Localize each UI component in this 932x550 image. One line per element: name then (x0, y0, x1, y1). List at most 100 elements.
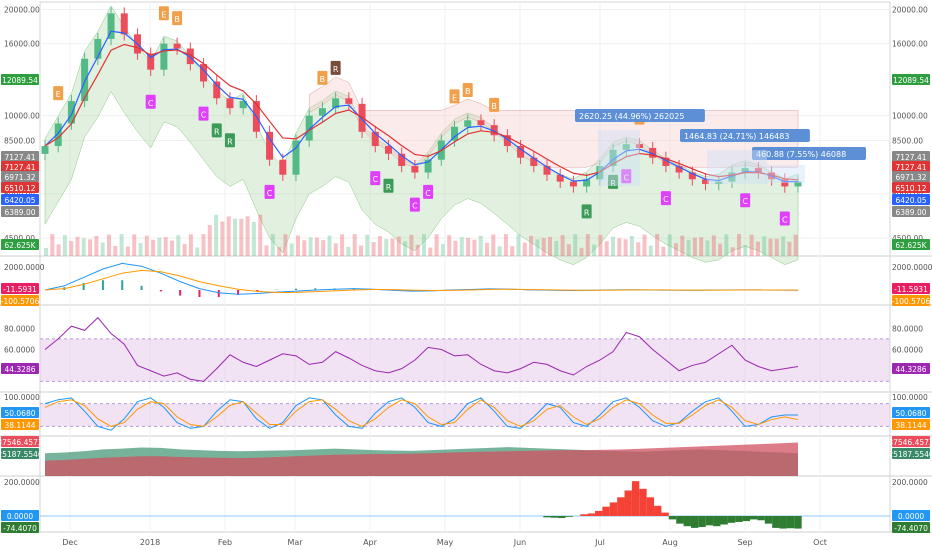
candle (81, 58, 89, 102)
macd-tick-right: 2000.0000 (892, 263, 932, 272)
volume-bar (302, 240, 307, 256)
candle (279, 159, 287, 175)
volume-bar (510, 246, 515, 256)
signal-marker-letter: R (584, 208, 590, 217)
volume-bar (497, 246, 502, 256)
price-label-right: 7127.41 (895, 153, 926, 162)
volume-bar (667, 234, 672, 256)
volume-bar (604, 241, 609, 256)
measure-annotation: 2620.25 (44.96%) 262025 (579, 112, 684, 121)
price-label-left-bg (1, 194, 39, 205)
candle (794, 181, 802, 187)
macd-label-left-bg (1, 283, 39, 294)
osc-bar (705, 516, 714, 526)
volume-bar (176, 235, 181, 256)
volume-bar (403, 241, 408, 256)
volume-bar (138, 242, 143, 256)
volume-bar (730, 247, 735, 256)
volume-bar (390, 238, 395, 256)
signal-marker (608, 174, 619, 189)
price-label-right: 6510.12 (895, 184, 926, 193)
osc-bar (735, 516, 743, 522)
osc-tick-left: 200.0000 (4, 478, 40, 487)
stoch-label-right-bg (892, 407, 930, 418)
osc-bar (617, 497, 625, 516)
osc-bar (661, 512, 669, 516)
volume-bar (560, 235, 565, 256)
signal-marker-letter: C (267, 189, 273, 198)
stoch-k-line (44, 397, 798, 431)
signal-marker (489, 97, 500, 112)
volume-bar (699, 237, 704, 256)
signal-marker-letter: B (491, 102, 497, 111)
candle (305, 115, 313, 141)
candle (384, 146, 392, 154)
candle (266, 131, 274, 160)
signal-marker-letter: C (372, 175, 378, 184)
measure-annotation-bg (575, 109, 705, 122)
price-label-right-bg (892, 161, 930, 172)
candle (728, 172, 736, 182)
volume-bar (157, 237, 162, 256)
volume-bar (592, 244, 597, 256)
volume-bar (69, 241, 74, 256)
osc-bar (587, 513, 595, 516)
price-tick-right: 10000.00 (892, 112, 928, 121)
volume-bar (233, 218, 237, 256)
signal-marker (740, 193, 751, 208)
volume-bar (585, 234, 590, 256)
volume-bar (793, 234, 798, 256)
candle (398, 153, 406, 166)
macd-label-right-bg (892, 295, 930, 306)
volume-bar (182, 243, 187, 256)
volume-bar (485, 242, 489, 256)
signal-marker (317, 70, 328, 85)
price-tick-left: 20000.00 (4, 5, 40, 14)
volume-bar (762, 236, 767, 256)
macd-tick-left: 2000.0000 (4, 263, 45, 272)
candle (173, 43, 181, 49)
volume-bar (245, 216, 250, 256)
volume-bar (119, 234, 124, 256)
price-label-right-bg (892, 151, 930, 162)
rsi-label-left: 44.3286 (4, 365, 35, 374)
candle (688, 172, 696, 180)
price-label-right: 6420.05 (895, 196, 926, 205)
volume-bar (661, 246, 666, 256)
volume-bar (214, 214, 219, 256)
volume-bar (535, 239, 540, 256)
balance-label-left: 37546.4573 (0, 438, 43, 447)
osc-bar (713, 516, 721, 527)
measure-range-box (707, 150, 767, 184)
candle (292, 140, 300, 175)
volume-bar (692, 237, 697, 256)
price-label-left-bg (1, 182, 39, 193)
price-label-left-bg (1, 206, 39, 217)
volume-bar (352, 234, 357, 256)
signal-marker-letter: E (56, 90, 61, 99)
candle (107, 13, 115, 39)
candle (556, 174, 564, 182)
osc-label-left: -74.4070 (3, 524, 37, 533)
ema-slow-line (44, 43, 799, 181)
price-label-left: 12089.54 (2, 76, 38, 85)
volume-bar (459, 237, 464, 256)
osc-bar (639, 488, 647, 516)
volume-bar (774, 238, 779, 256)
candle (200, 64, 208, 82)
candle (583, 179, 591, 187)
rsi-band (40, 338, 890, 382)
price-label-left: 6510.12 (4, 184, 35, 193)
measure-range-box (598, 130, 640, 186)
volume-bar (239, 218, 244, 256)
volume-bar (686, 239, 691, 256)
volume-bar (340, 234, 345, 256)
volume-bar (409, 234, 414, 256)
price-label-right-bg (892, 206, 930, 217)
stoch-label-left-bg (1, 419, 39, 430)
volume-bar (188, 234, 193, 256)
volume-bar (478, 235, 483, 256)
x-tick-label: Dec (62, 538, 77, 547)
volume-bar (163, 237, 168, 256)
